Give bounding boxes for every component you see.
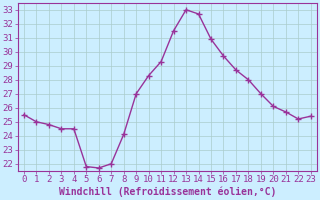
X-axis label: Windchill (Refroidissement éolien,°C): Windchill (Refroidissement éolien,°C) [59, 187, 276, 197]
